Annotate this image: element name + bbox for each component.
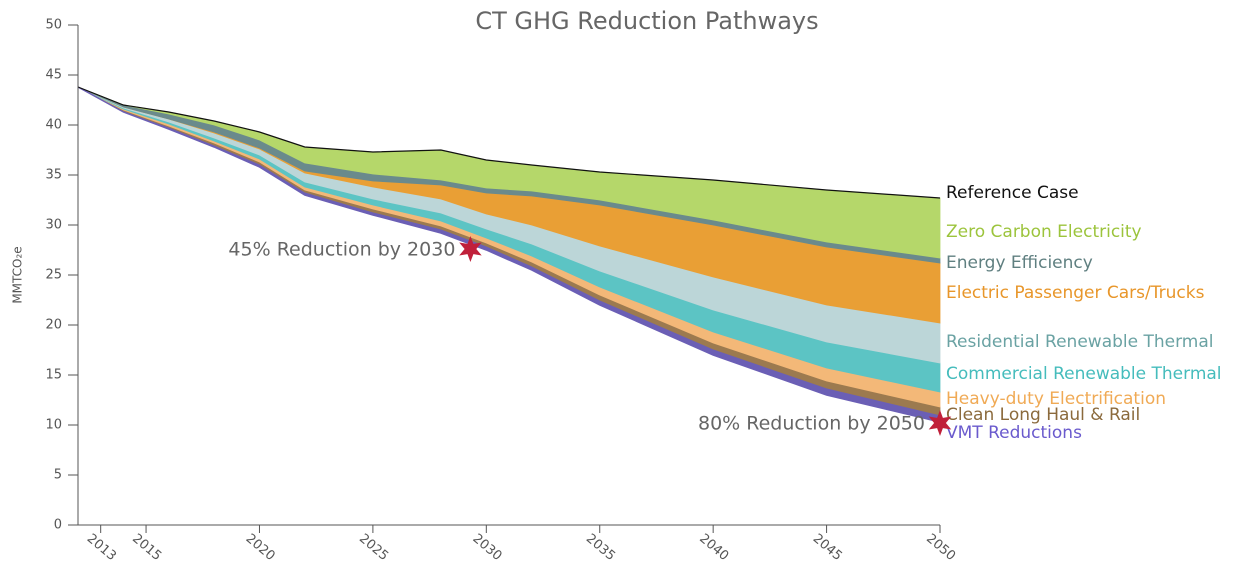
series-label: VMT Reductions — [946, 423, 1082, 443]
reference-line — [77, 86, 941, 199]
x-tick-label: 2025 — [356, 531, 391, 564]
series-label: Reference Case — [946, 183, 1079, 203]
y-tick-label: 10 — [45, 418, 62, 433]
annotation: 80% Reduction by 2050 — [698, 413, 925, 435]
y-tick-label: 35 — [45, 168, 62, 183]
x-tick-label: 2013 — [84, 531, 119, 564]
y-tick-label: 5 — [54, 468, 62, 483]
y-axis-label: MMTCO₂e — [11, 246, 25, 303]
y-tick-label: 15 — [45, 368, 62, 383]
y-tick-label: 30 — [45, 218, 62, 233]
series-label: Energy Efficiency — [946, 253, 1093, 273]
star-marker — [928, 410, 952, 436]
x-tick-label: 2050 — [923, 531, 958, 564]
x-tick-label: 2040 — [696, 531, 731, 564]
y-tick-label: 50 — [45, 18, 62, 33]
series-label: Residential Renewable Thermal — [946, 332, 1214, 352]
series-label: Heavy-duty Electrification — [946, 389, 1166, 409]
y-tick-label: 0 — [54, 518, 62, 533]
y-tick-label: 25 — [45, 268, 62, 283]
x-tick-label: 2015 — [129, 531, 164, 564]
y-tick-label: 45 — [45, 68, 62, 83]
series-label: Clean Long Haul & Rail — [946, 405, 1140, 425]
pathway-line — [77, 86, 941, 423]
y-tick-label: 20 — [45, 318, 62, 333]
x-tick-label: 2030 — [469, 531, 504, 564]
series-label: Electric Passenger Cars/Trucks — [946, 283, 1205, 303]
y-tick-label: 40 — [45, 118, 62, 133]
x-tick-label: 2045 — [810, 531, 845, 564]
x-tick-label: 2020 — [243, 531, 278, 564]
annotation: 45% Reduction by 2030 — [228, 239, 455, 261]
chart-title: CT GHG Reduction Pathways — [475, 7, 818, 35]
series-label: Commercial Renewable Thermal — [946, 364, 1222, 384]
star-marker — [459, 236, 482, 262]
x-tick-label: 2035 — [583, 531, 618, 564]
series-label: Zero Carbon Electricity — [946, 222, 1142, 242]
